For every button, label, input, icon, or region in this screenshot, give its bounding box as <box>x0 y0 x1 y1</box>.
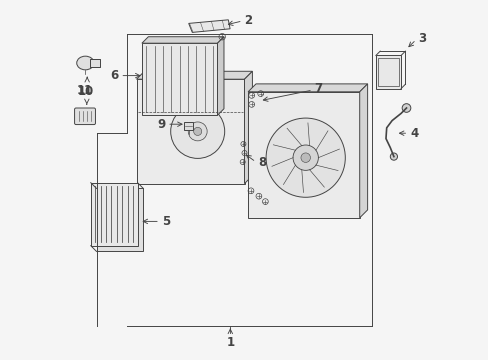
Polygon shape <box>359 84 367 218</box>
Bar <box>142 43 217 115</box>
Text: 3: 3 <box>417 32 425 45</box>
Text: 1: 1 <box>226 336 234 349</box>
Polygon shape <box>142 37 224 43</box>
Text: 2: 2 <box>244 14 252 27</box>
Bar <box>247 92 359 218</box>
Circle shape <box>265 118 345 197</box>
Bar <box>377 58 398 86</box>
Circle shape <box>188 122 207 141</box>
Text: 5: 5 <box>162 215 170 228</box>
Polygon shape <box>217 37 224 115</box>
Text: 6: 6 <box>110 69 118 82</box>
Circle shape <box>401 104 410 112</box>
Polygon shape <box>247 84 367 92</box>
Circle shape <box>193 127 202 135</box>
Polygon shape <box>188 20 230 32</box>
Bar <box>91 183 137 246</box>
Circle shape <box>300 153 310 162</box>
Text: 10: 10 <box>77 85 93 98</box>
Text: 7: 7 <box>314 82 322 95</box>
Bar <box>96 189 143 252</box>
Bar <box>184 122 193 130</box>
Circle shape <box>292 145 318 170</box>
Polygon shape <box>244 71 252 184</box>
Bar <box>89 59 100 67</box>
Bar <box>375 55 400 89</box>
Ellipse shape <box>77 56 94 70</box>
Text: 9: 9 <box>157 118 165 131</box>
Circle shape <box>170 104 224 158</box>
Text: 11: 11 <box>77 84 93 97</box>
Bar <box>136 79 244 184</box>
Polygon shape <box>136 71 252 79</box>
Text: 8: 8 <box>257 156 265 169</box>
Text: 4: 4 <box>409 127 418 140</box>
Circle shape <box>389 153 397 160</box>
FancyBboxPatch shape <box>75 108 95 125</box>
